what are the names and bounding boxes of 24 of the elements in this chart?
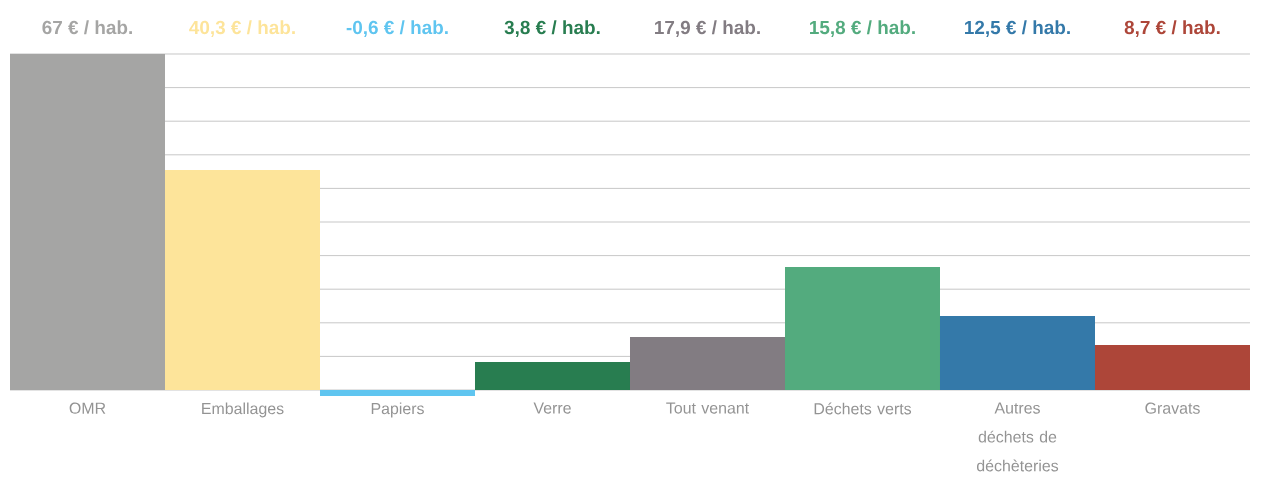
text: 40,3 € / hab. bbox=[189, 20, 295, 37]
text: 12,5 € / hab. bbox=[965, 20, 1070, 37]
x-tick-label: Tout venant bbox=[666, 402, 750, 414]
text: 67 € / hab. bbox=[42, 20, 132, 35]
bar bbox=[940, 316, 1095, 390]
x-tick-label: Emballages bbox=[202, 402, 284, 418]
bar bbox=[1095, 344, 1250, 390]
bar bbox=[475, 362, 630, 390]
text: 3,8 € / hab. bbox=[504, 20, 600, 37]
bar bbox=[630, 336, 785, 390]
x-tick-label: Gravats bbox=[1145, 402, 1200, 414]
bar bbox=[165, 169, 320, 390]
bar bbox=[320, 390, 475, 397]
text: -0,6 € / hab. bbox=[346, 20, 448, 37]
x-tick-label: Déchets verts bbox=[814, 402, 912, 415]
x-tick-label: Papiers bbox=[371, 402, 424, 418]
text: 8,7 € / hab. bbox=[1124, 20, 1220, 37]
x-tick-label: Autres déchets de déchèteries bbox=[976, 402, 1059, 472]
x-tick-label: OMR bbox=[69, 402, 106, 414]
bar bbox=[785, 267, 940, 390]
text: 15,8 € / hab. bbox=[810, 20, 915, 37]
x-tick-label: Verre bbox=[533, 402, 571, 414]
bar bbox=[10, 54, 165, 390]
text: 17,9 € / hab. bbox=[655, 20, 760, 37]
